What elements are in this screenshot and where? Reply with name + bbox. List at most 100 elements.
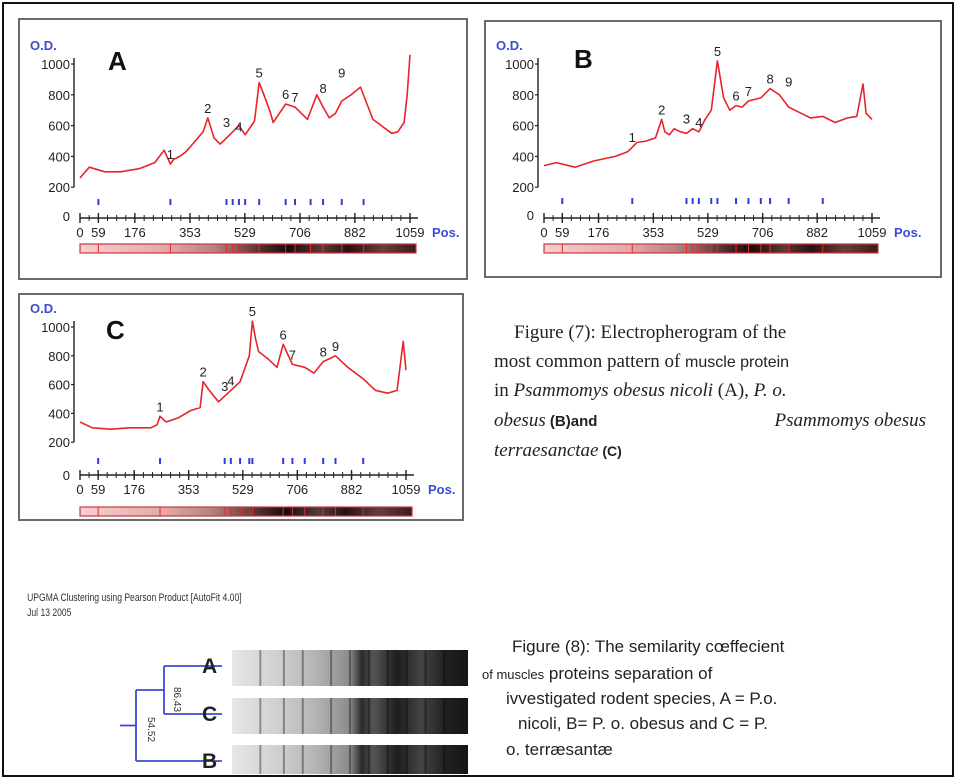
x-axis-label-a: Pos. bbox=[432, 225, 459, 240]
y-tick-label-c: 400 bbox=[48, 406, 70, 421]
x-tick-label-b: 706 bbox=[752, 225, 774, 240]
y-tick-label-b: 1000 bbox=[505, 57, 534, 72]
x-tick-label-a: 529 bbox=[234, 225, 256, 240]
y-tick-label-b: 400 bbox=[512, 149, 534, 164]
chart-c-svg: O.D. 0 200 400 600 800 1000 C 1 234 5 67 8 9 0 59 176 353… bbox=[30, 301, 455, 517]
gel-strip-a bbox=[79, 243, 417, 254]
y-tick-label-b: 800 bbox=[512, 88, 534, 103]
x-tick-label-b: 353 bbox=[642, 225, 664, 240]
peak-label-c-9: 9 bbox=[332, 339, 339, 354]
fig8-line4: nicoli, B= P. o. obesus and C = P. bbox=[518, 714, 768, 733]
x-tick-label-c: 1059 bbox=[392, 482, 421, 497]
dendro-node-1: 86.43 bbox=[171, 687, 182, 712]
y-tick-label-b: 200 bbox=[512, 180, 534, 195]
x-tick-label-c: 353 bbox=[178, 482, 200, 497]
x-tick-label-a: 59 bbox=[91, 225, 105, 240]
dendrogram-svg: UPGMA Clustering using Pearson Product [… bbox=[27, 592, 468, 775]
x-tick-label-c: 706 bbox=[286, 482, 308, 497]
fig7-line1: Figure (7): Electropherogram of the bbox=[514, 322, 787, 343]
y-tick-label-a: 200 bbox=[48, 180, 70, 195]
y-tick-label-c: 0 bbox=[63, 468, 70, 483]
peak-label-b-8: 8 bbox=[766, 72, 773, 87]
peak-label-b-1: 1 bbox=[629, 130, 636, 145]
chart-a-svg: O.D. 0 200 400 600 800 1000 A 1 23 4 5 6 7 89 0 59 176 353… bbox=[30, 38, 459, 254]
peak-label-b-9: 9 bbox=[785, 75, 792, 90]
fig7-line3: in Psammomys obesus nicoli (A), P. o. bbox=[494, 380, 787, 401]
trace-line-c bbox=[79, 320, 407, 430]
peak-label-c-6: 6 bbox=[280, 327, 287, 342]
peak-label-a-9: 9 bbox=[338, 65, 345, 80]
x-tick-label-a: 0 bbox=[76, 225, 83, 240]
lane-label-b: B bbox=[202, 750, 217, 773]
gel-lane-c bbox=[232, 698, 468, 734]
peak-label-a-4: 4 bbox=[235, 119, 242, 134]
chart-panel-a: O.D. 0 200 400 600 800 1000 A 1 2 3 4 5 6 7 8 9 0 59 176 353… bbox=[18, 18, 468, 280]
y-tick-label-a: 0 bbox=[63, 209, 70, 224]
gel-lane-a bbox=[232, 650, 468, 686]
fig7-line2: most common pattern of muscle protein bbox=[494, 351, 790, 372]
peak-label-a-3: 3 bbox=[223, 115, 230, 130]
y-tick-label-a: 1000 bbox=[41, 57, 70, 72]
panel-letter-c: C bbox=[106, 315, 125, 345]
x-tick-label-b: 176 bbox=[588, 225, 610, 240]
x-tick-label-c: 882 bbox=[341, 482, 363, 497]
x-tick-label-a: 882 bbox=[344, 225, 366, 240]
fig8-line1: Figure (8): The semilarity cœffecient bbox=[512, 637, 785, 656]
y-tick-label-a: 800 bbox=[48, 88, 70, 103]
gel-strip-c bbox=[79, 506, 413, 517]
fig7-line5: terraesanctae (C) bbox=[494, 440, 622, 461]
dendrogram-header-2: Jul 13 2005 bbox=[27, 607, 72, 619]
x-tick-label-b: 882 bbox=[806, 225, 828, 240]
x-tick-label-b: 529 bbox=[697, 225, 719, 240]
dendrogram-header-1: UPGMA Clustering using Pearson Product [… bbox=[27, 592, 242, 604]
y-tick-label-b: 600 bbox=[512, 119, 534, 134]
peak-label-a-8: 8 bbox=[319, 81, 326, 96]
dendrogram-panel: UPGMA Clustering using Pearson Product [… bbox=[24, 589, 484, 775]
x-tick-label-b: 1059 bbox=[858, 225, 887, 240]
peak-label-a-6: 6 bbox=[282, 87, 289, 102]
peak-label-a-5: 5 bbox=[256, 65, 263, 80]
peak-label-a-2: 2 bbox=[204, 101, 211, 116]
fig7-line4: obesus (B)and Psammomys obesus bbox=[494, 410, 926, 431]
trace-line-b bbox=[543, 60, 873, 168]
peak-label-c-2: 2 bbox=[200, 365, 207, 380]
x-tick-label-c: 0 bbox=[76, 482, 83, 497]
chart-b-svg: O.D. 0 200 400 600 800 1000 B 1 2 3 4 5 6 78 9 0 59 176 353… bbox=[496, 38, 921, 254]
fig8-line5: o. terræsantæ bbox=[506, 740, 613, 759]
peak-label-c-5: 5 bbox=[249, 304, 256, 319]
x-axis-label-c: Pos. bbox=[428, 482, 455, 497]
peak-label-c-4: 4 bbox=[227, 373, 234, 388]
x-tick-label-a: 706 bbox=[289, 225, 311, 240]
peak-label-b-5: 5 bbox=[714, 44, 721, 59]
peak-label-c-7: 7 bbox=[289, 347, 296, 362]
y-tick-label-c: 1000 bbox=[41, 320, 70, 335]
peak-label-b-6: 6 bbox=[732, 89, 739, 104]
y-tick-label-c: 200 bbox=[48, 435, 70, 450]
y-tick-label-c: 600 bbox=[48, 378, 70, 393]
lane-label-a: A bbox=[202, 655, 217, 678]
y-tick-label-c: 800 bbox=[48, 349, 70, 364]
gel-lane-b bbox=[232, 745, 468, 775]
fig8-line3: ivvestigated rodent species, A = P.o. bbox=[506, 689, 778, 708]
peak-label-b-4: 4 bbox=[695, 115, 702, 130]
x-axis-label-b: Pos. bbox=[894, 225, 921, 240]
peak-label-b-3: 3 bbox=[683, 112, 690, 127]
x-tick-label-a: 1059 bbox=[396, 225, 425, 240]
lane-label-c: C bbox=[202, 703, 217, 726]
x-tick-label-a: 176 bbox=[124, 225, 146, 240]
peak-label-b-2: 2 bbox=[658, 102, 665, 117]
dendro-node-2: 54.52 bbox=[145, 717, 156, 742]
trace-line-a bbox=[79, 54, 411, 179]
x-tick-label-c: 529 bbox=[232, 482, 254, 497]
y-axis-label-a: O.D. bbox=[30, 38, 57, 53]
fig8-line2: of muscles proteins separation of bbox=[482, 664, 713, 683]
peak-label-b-7: 7 bbox=[745, 84, 752, 99]
peak-label-c-1: 1 bbox=[156, 399, 163, 414]
peak-label-a-7: 7 bbox=[291, 90, 298, 105]
peak-label-c-8: 8 bbox=[320, 345, 327, 360]
y-axis-label-c: O.D. bbox=[30, 301, 57, 316]
chart-panel-b: O.D. 0 200 400 600 800 1000 B 1 2 3 4 5 6 7 8 9 0 59 176 353… bbox=[484, 20, 942, 278]
peak-label-a-1: 1 bbox=[167, 147, 174, 162]
x-tick-label-b: 59 bbox=[555, 225, 569, 240]
